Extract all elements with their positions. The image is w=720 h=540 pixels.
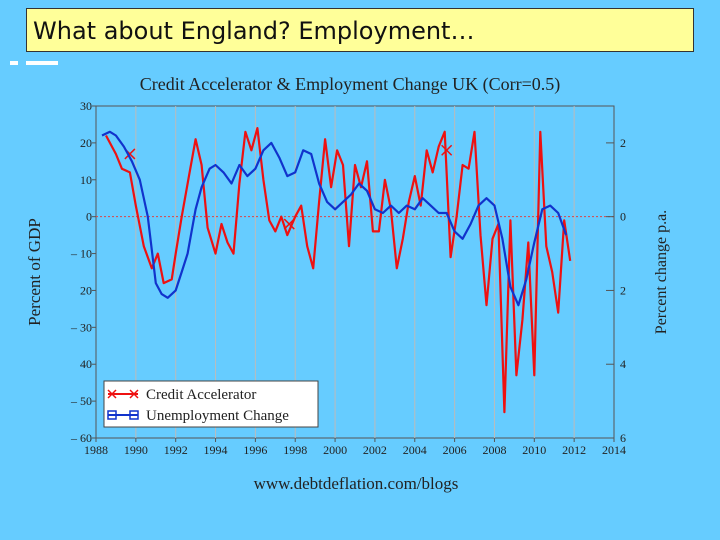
legend-marker-x: [129, 389, 139, 399]
left-tick-label: 0: [86, 210, 92, 224]
x-tick-label: 2012: [562, 443, 586, 457]
x-tick-label: 1992: [164, 443, 188, 457]
chart-title: Credit Accelerator & Employment Change U…: [140, 74, 561, 95]
left-tick-label: – 10: [70, 247, 92, 261]
legend-label-unemployment-change: Unemployment Change: [146, 408, 289, 424]
left-axis-label: Percent of GDP: [25, 218, 44, 326]
left-tick-label: 20: [80, 283, 92, 297]
right-tick-label: 2: [620, 283, 626, 297]
slide-title: What about England? Employment…: [33, 17, 475, 45]
x-tick-label: 1990: [124, 443, 148, 457]
right-tick-label: 2: [620, 136, 626, 150]
decorative-dash: [10, 61, 18, 65]
legend-label-credit-accelerator: Credit Accelerator: [146, 387, 256, 403]
x-tick-label: 2014: [602, 443, 626, 457]
left-tick-label: 10: [80, 173, 92, 187]
left-tick-label: – 50: [70, 394, 92, 408]
x-tick-label: 2000: [323, 443, 347, 457]
left-tick-label: 30: [80, 99, 92, 113]
right-tick-label: 6: [620, 431, 626, 445]
legend-marker-x: [107, 389, 117, 399]
x-axis-ticks: 1988 1990 1992 1994 1996 1998 2000 2002 2004 2006…: [84, 438, 626, 457]
slide-title-box: What about England? Employment…: [26, 8, 694, 52]
right-axis-label: Percent change p.a.: [653, 210, 670, 334]
plot-frame: [95, 105, 615, 439]
left-axis-ticks: 30 20 10 0 – 10 20 – 30 40 – 50 – 60: [70, 99, 96, 445]
x-tick-label: 1998: [283, 443, 307, 457]
source-label: www.debtdeflation.com/blogs: [254, 474, 459, 493]
right-axis-ticks: 2 0 2 4 6: [606, 136, 626, 445]
right-tick-label: 0: [620, 210, 626, 224]
left-tick-label: 40: [80, 357, 92, 371]
decorative-bar: [26, 61, 58, 65]
x-tick-label: 2004: [403, 443, 427, 457]
series-group: [101, 127, 572, 414]
left-tick-label: – 60: [70, 431, 92, 445]
left-tick-label: – 30: [70, 320, 92, 334]
legend-box: [103, 380, 319, 428]
x-tick-label: 2002: [363, 443, 387, 457]
left-tick-label: 20: [80, 136, 92, 150]
x-tick-label: 1988: [84, 443, 108, 457]
x-tick-label: 1996: [243, 443, 267, 457]
legend-marker-square: [107, 410, 117, 420]
x-tick-label: 1994: [204, 443, 228, 457]
x-tick-label: 2008: [482, 443, 506, 457]
series-line-credit-accelerator: [105, 127, 572, 414]
series-marker-x: [441, 144, 453, 156]
legend: Credit Accelerator Unemployment Change: [103, 380, 319, 428]
legend-marker-square: [129, 410, 139, 420]
x-tick-label: 2010: [522, 443, 546, 457]
x-tick-label: 2006: [443, 443, 467, 457]
series-marker-x: [283, 218, 295, 230]
right-tick-label: 4: [620, 357, 626, 371]
series-line-unemployment-change: [101, 130, 568, 307]
